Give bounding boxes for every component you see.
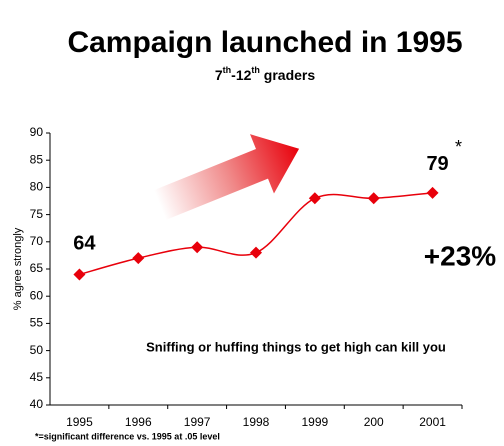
subtitle-part: graders	[260, 67, 315, 83]
x-tick-label: 1995	[66, 415, 93, 429]
y-tick-label: 45	[30, 370, 44, 384]
subtitle-part: 7	[215, 67, 223, 83]
y-tick-label: 60	[30, 288, 44, 302]
y-tick-label: 90	[30, 125, 44, 139]
y-tick-label: 50	[30, 343, 44, 357]
subtitle-part: th	[223, 65, 232, 75]
data-label: 79	[426, 153, 448, 175]
y-tick-label: 70	[30, 234, 44, 248]
y-tick-label: 85	[30, 152, 44, 166]
x-tick-label: 1996	[125, 415, 152, 429]
x-tick-label: 2001	[419, 415, 446, 429]
y-axis-label: % agree strongly	[12, 227, 24, 310]
subtitle-part: th	[251, 65, 260, 75]
arrow	[154, 134, 300, 220]
point-marker	[191, 241, 204, 254]
point-marker	[426, 186, 439, 199]
y-tick-label: 40	[30, 397, 44, 411]
annotation: +23%	[424, 240, 496, 271]
point-marker	[367, 192, 380, 205]
x-tick-label: 1999	[302, 415, 329, 429]
y-tick-label: 55	[30, 316, 44, 330]
point-marker	[132, 252, 145, 265]
subtitle-part: -12	[231, 67, 251, 83]
point-marker	[308, 192, 321, 205]
x-tick-label: 200	[364, 415, 384, 429]
y-tick-label: 75	[30, 207, 44, 221]
chart-subtitle: 7th-12th graders	[215, 65, 315, 82]
point-marker	[73, 268, 86, 281]
x-tick-label: 1997	[184, 415, 211, 429]
y-tick-label: 80	[30, 180, 44, 194]
chart-title: Campaign launched in 1995	[67, 26, 462, 59]
point-marker	[250, 246, 262, 259]
x-tick-label: 1998	[243, 415, 270, 429]
data-label: 64	[73, 233, 96, 255]
series-line	[79, 192, 433, 276]
footnote: *=significant difference vs. 1995 at .05…	[35, 431, 220, 441]
y-tick-label: 65	[30, 261, 44, 275]
annotation: Sniffing or huffing things to get high c…	[146, 339, 446, 354]
annotation: *	[455, 137, 462, 157]
